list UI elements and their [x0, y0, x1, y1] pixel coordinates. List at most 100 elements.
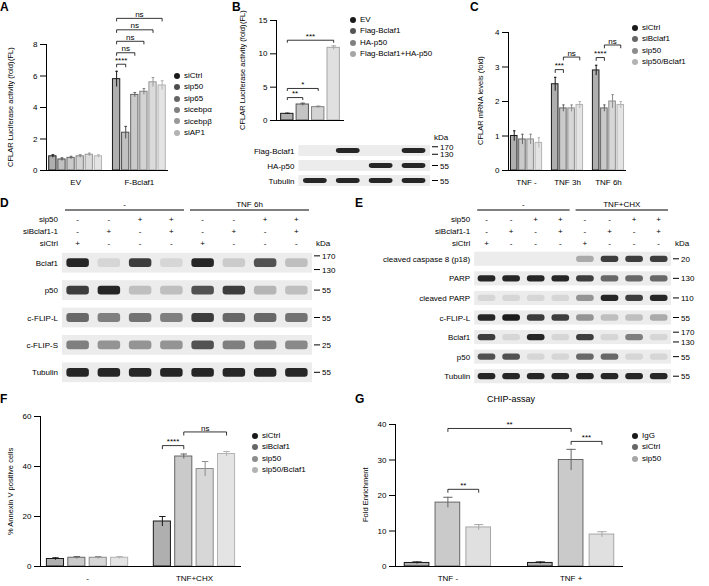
svg-text:130: 130: [322, 266, 336, 275]
svg-text:TNF +: TNF +: [560, 574, 583, 583]
svg-text:ns: ns: [131, 21, 139, 30]
svg-text:Bclaf1: Bclaf1: [36, 259, 59, 268]
svg-text:40: 40: [378, 420, 387, 429]
svg-text:-: -: [633, 239, 636, 248]
svg-text:3: 3: [495, 63, 500, 72]
svg-text:**: **: [292, 89, 298, 98]
svg-text:c-FLIP-L: c-FLIP-L: [440, 314, 471, 323]
svg-text:Tubulin: Tubulin: [32, 368, 58, 377]
svg-text:-: -: [108, 215, 111, 224]
svg-text:c-FLIP-S: c-FLIP-S: [26, 341, 58, 350]
svg-text:+: +: [533, 215, 538, 224]
svg-text:TNF+CHX: TNF+CHX: [603, 200, 641, 209]
svg-text:sip50: sip50: [39, 215, 59, 224]
svg-text:TNF -: TNF -: [516, 178, 537, 187]
svg-text:0: 0: [33, 166, 38, 175]
svg-text:+: +: [607, 227, 612, 236]
svg-text:+: +: [294, 227, 299, 236]
svg-text:+: +: [232, 227, 237, 236]
svg-text:F-Bclaf1: F-Bclaf1: [124, 178, 154, 187]
svg-text:130: 130: [681, 338, 695, 347]
svg-text:20: 20: [681, 255, 690, 264]
svg-text:0: 0: [382, 562, 387, 571]
svg-text:p50: p50: [457, 353, 471, 362]
svg-text:55: 55: [681, 353, 690, 362]
svg-text:ns: ns: [126, 33, 134, 42]
svg-text:-: -: [510, 239, 513, 248]
svg-text:+: +: [583, 239, 588, 248]
svg-text:-: -: [584, 227, 587, 236]
svg-text:+: +: [294, 215, 299, 224]
svg-text:***: ***: [306, 32, 315, 41]
svg-text:+: +: [200, 239, 205, 248]
svg-text:TNF 6h: TNF 6h: [595, 178, 622, 187]
svg-text:+: +: [632, 215, 637, 224]
svg-text:+: +: [138, 215, 143, 224]
svg-text:-: -: [76, 227, 79, 236]
svg-text:6: 6: [33, 72, 38, 81]
svg-text:30: 30: [378, 456, 387, 465]
svg-text:p50: p50: [45, 286, 59, 295]
svg-text:10: 10: [378, 527, 387, 536]
svg-text:+: +: [107, 227, 112, 236]
svg-text:PARP: PARP: [449, 274, 470, 283]
svg-text:sip50: sip50: [451, 215, 471, 224]
svg-text:E: E: [355, 196, 363, 210]
svg-text:cleaved PARP: cleaved PARP: [419, 294, 470, 303]
svg-text:-: -: [485, 227, 488, 236]
svg-text:+: +: [656, 227, 661, 236]
svg-text:-: -: [522, 200, 525, 209]
svg-text:130: 130: [681, 274, 695, 283]
svg-text:-: -: [534, 227, 537, 236]
svg-text:kDa: kDa: [316, 239, 331, 248]
svg-text:Flag-Bclaf1: Flag-Bclaf1: [254, 147, 295, 156]
svg-text:c-FLIP-L: c-FLIP-L: [27, 314, 58, 323]
svg-text:-: -: [608, 239, 611, 248]
svg-text:TNF+CHX: TNF+CHX: [176, 574, 214, 583]
svg-text:-: -: [559, 239, 562, 248]
svg-text:D: D: [0, 196, 9, 210]
svg-text:-: -: [657, 239, 660, 248]
svg-text:****: ****: [115, 56, 127, 65]
svg-text:Bclaf1: Bclaf1: [448, 333, 471, 342]
svg-text:+: +: [558, 227, 563, 236]
svg-text:-: -: [86, 574, 89, 583]
svg-text:-: -: [633, 227, 636, 236]
svg-text:2: 2: [495, 97, 500, 106]
svg-text:170: 170: [322, 252, 336, 261]
svg-text:15: 15: [259, 16, 268, 25]
svg-text:-: -: [108, 239, 111, 248]
svg-text:-: -: [295, 239, 298, 248]
svg-text:**: **: [506, 420, 512, 429]
svg-text:8: 8: [33, 40, 38, 49]
svg-text:-: -: [170, 239, 173, 248]
svg-text:-: -: [608, 215, 611, 224]
svg-text:+: +: [263, 215, 268, 224]
svg-text:-: -: [485, 215, 488, 224]
svg-text:25: 25: [322, 341, 331, 350]
svg-text:ns: ns: [135, 10, 143, 19]
svg-text:60: 60: [23, 412, 32, 421]
svg-text:55: 55: [322, 368, 331, 377]
svg-text:2: 2: [33, 135, 38, 144]
svg-text:55: 55: [681, 372, 690, 381]
svg-text:TNF 6h: TNF 6h: [236, 200, 263, 209]
svg-text:+: +: [558, 215, 563, 224]
svg-text:+: +: [509, 227, 514, 236]
svg-text:***: ***: [555, 61, 564, 70]
svg-text:TNF -: TNF -: [438, 574, 459, 583]
svg-text:Tubulin: Tubulin: [444, 372, 470, 381]
svg-text:1: 1: [495, 132, 500, 141]
svg-text:-: -: [510, 215, 513, 224]
svg-text:ns: ns: [567, 49, 575, 58]
svg-text:-: -: [123, 200, 126, 209]
svg-text:ns: ns: [201, 424, 209, 433]
svg-text:-: -: [264, 239, 267, 248]
svg-text:+: +: [484, 239, 489, 248]
svg-text:+: +: [75, 239, 80, 248]
svg-text:55: 55: [322, 314, 331, 323]
svg-text:+: +: [169, 227, 174, 236]
svg-text:0: 0: [263, 116, 268, 125]
svg-text:55: 55: [440, 177, 449, 186]
svg-text:0: 0: [27, 562, 32, 571]
